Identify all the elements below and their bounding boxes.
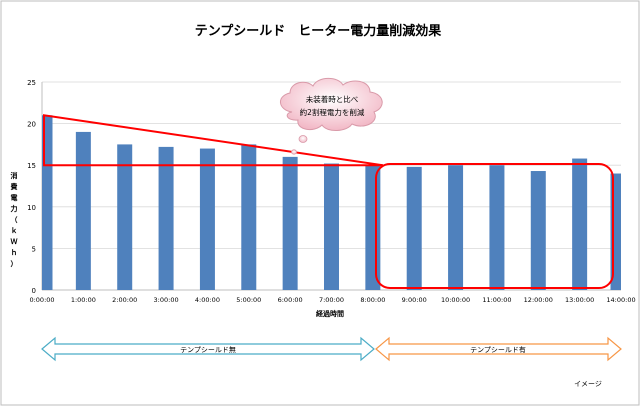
callout-line2: 約2割程電力を削減 xyxy=(300,107,365,117)
callout-line1: 未装着時と比べ xyxy=(306,94,359,104)
with-shield-arrow: テンプシールド有 xyxy=(375,336,622,362)
y-tick-labels: 0 5 10 15 20 25 xyxy=(27,79,36,295)
x-tick-label: 6:00:00 xyxy=(278,296,303,304)
x-tick-label: 4:00:00 xyxy=(195,296,220,304)
bar xyxy=(530,171,546,290)
x-tick-labels: 0:00:00 1:00:00 2:00:00 3:00:00 4:00:00 5:00:… xyxy=(29,296,635,304)
bar xyxy=(489,165,505,290)
callout-bubble: 未装着時と比べ 約2割程電力を削減 xyxy=(280,77,383,155)
bars xyxy=(42,115,621,290)
bar xyxy=(241,144,257,290)
bar xyxy=(406,166,422,290)
x-tick-label: 9:00:00 xyxy=(402,296,427,304)
y-axis-label-char: ｋ xyxy=(11,227,18,235)
bar xyxy=(282,156,298,290)
y-tick-label: 5 xyxy=(32,245,36,253)
without-shield-arrow: テンプシールド無 xyxy=(41,336,375,362)
x-tick-label: 14:00:00 xyxy=(606,296,635,304)
y-axis-label-char: ｈ xyxy=(11,249,18,257)
y-axis-label-char: ） xyxy=(11,260,18,268)
x-axis-label: 経過時間 xyxy=(316,309,344,318)
x-tick-label: 8:00:00 xyxy=(360,296,385,304)
bar xyxy=(199,148,215,290)
reduction-triangle xyxy=(43,114,384,167)
bar xyxy=(365,165,381,290)
x-tick-label: 7:00:00 xyxy=(319,296,344,304)
y-tick-label: 10 xyxy=(27,204,36,212)
x-tick-label: 10:00:00 xyxy=(441,296,470,304)
y-axis-label-char: 電 xyxy=(11,193,18,202)
bar xyxy=(324,163,339,290)
x-tick-label: 0:00:00 xyxy=(29,296,54,304)
bar xyxy=(158,146,174,290)
x-tick-label: 3:00:00 xyxy=(154,296,179,304)
x-tick-label: 11:00:00 xyxy=(482,296,511,304)
bar xyxy=(117,144,133,290)
bar xyxy=(610,173,621,290)
x-tick-label: 5:00:00 xyxy=(236,296,261,304)
x-tick-label: 1:00:00 xyxy=(71,296,96,304)
x-tick-label: 12:00:00 xyxy=(524,296,553,304)
y-tick-label: 25 xyxy=(27,79,36,87)
y-axis-label-char: 費 xyxy=(11,182,18,191)
y-tick-label: 0 xyxy=(32,287,36,295)
x-tick-label: 2:00:00 xyxy=(112,296,137,304)
bar xyxy=(75,131,91,290)
y-axis-label-char: （ xyxy=(11,216,18,224)
without-shield-label: テンプシールド無 xyxy=(180,345,236,354)
bar xyxy=(448,165,464,290)
y-tick-label: 20 xyxy=(27,121,36,129)
chart-title: テンプシールド ヒーター電力量削減効果 xyxy=(195,23,442,39)
bar xyxy=(572,158,588,290)
y-axis-label-char: Ｗ xyxy=(11,237,18,246)
image-note: イメージ xyxy=(574,380,602,388)
y-tick-label: 15 xyxy=(27,162,36,170)
with-shield-label: テンプシールド有 xyxy=(470,345,526,354)
y-axis-label-char: 力 xyxy=(11,204,18,213)
x-tick-label: 13:00:00 xyxy=(565,296,594,304)
bar xyxy=(42,115,53,290)
y-axis-label-char: 消 xyxy=(11,171,18,180)
with-shield-highlight xyxy=(375,163,614,289)
